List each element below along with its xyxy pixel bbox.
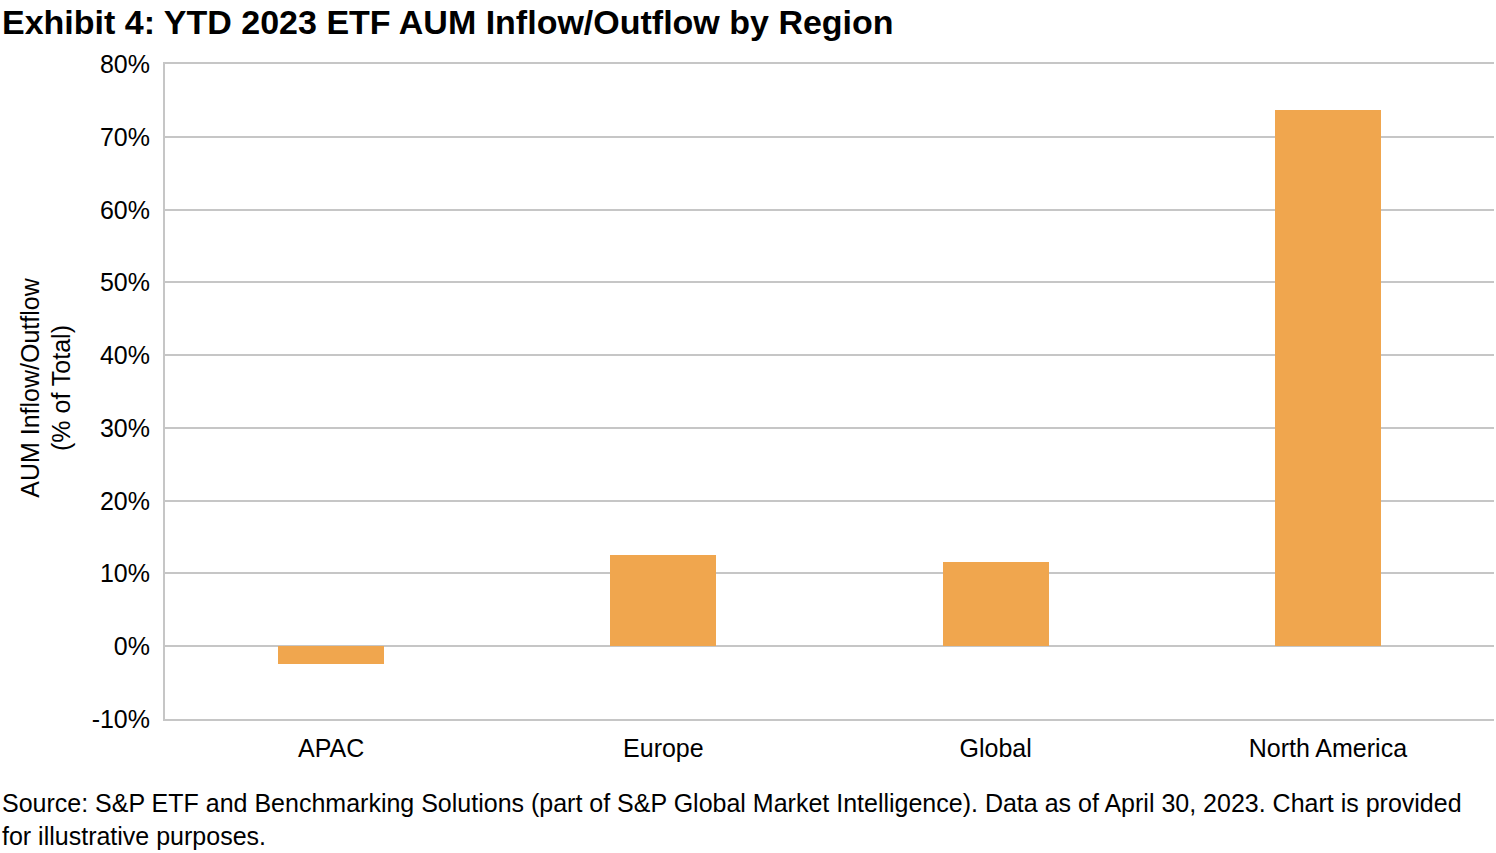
bar-global — [943, 562, 1049, 646]
y-tick-label: 0% — [0, 633, 150, 659]
bar-north-america — [1275, 110, 1381, 646]
bar-europe — [610, 555, 716, 647]
chart-page: Exhibit 4: YTD 2023 ETF AUM Inflow/Outfl… — [0, 0, 1496, 853]
y-tick-label: 50% — [0, 269, 150, 295]
y-tick-label: 30% — [0, 415, 150, 441]
y-tick-label: 70% — [0, 124, 150, 150]
y-tick-label: -10% — [0, 706, 150, 732]
y-tick-label: 40% — [0, 342, 150, 368]
chart-title: Exhibit 4: YTD 2023 ETF AUM Inflow/Outfl… — [2, 3, 894, 42]
source-note: Source: S&P ETF and Benchmarking Solutio… — [2, 787, 1494, 853]
x-category-label-global: Global — [830, 734, 1162, 762]
y-tick-label: 10% — [0, 560, 150, 586]
y-tick-label: 80% — [0, 51, 150, 77]
y-axis-title-line2: (% of Total) — [46, 278, 77, 498]
x-category-label-europe: Europe — [497, 734, 829, 762]
plot-area — [163, 62, 1494, 721]
x-category-label-north-america: North America — [1162, 734, 1494, 762]
y-axis-title: AUM Inflow/Outflow (% of Total) — [15, 278, 77, 498]
y-axis-title-line1: AUM Inflow/Outflow — [15, 278, 46, 498]
y-tick-label: 60% — [0, 197, 150, 223]
y-tick-label: 20% — [0, 488, 150, 514]
bar-apac — [278, 646, 384, 664]
x-category-label-apac: APAC — [165, 734, 497, 762]
